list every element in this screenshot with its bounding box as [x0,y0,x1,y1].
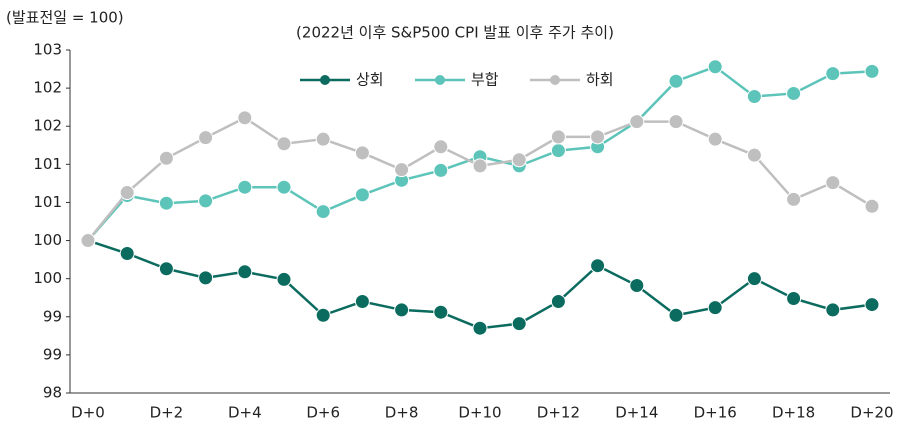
data-point [237,179,253,195]
x-tick-label: D+2 [150,404,184,422]
data-point [472,158,488,174]
data-point [394,162,410,178]
data-point [550,129,566,145]
data-point [354,187,370,203]
x-tick-label: D+20 [850,404,893,422]
x-tick-label: D+12 [537,404,580,422]
data-point [276,271,292,287]
data-point [158,195,174,211]
x-tick-label: D+6 [306,404,340,422]
data-point [864,63,880,79]
y-tick-label: 103 [33,41,62,59]
legend-label: 상회 [356,71,384,89]
y-tick-label: 102 [33,79,62,97]
data-point [746,147,762,163]
data-point [550,294,566,310]
data-point [119,246,135,262]
legend-marker [435,75,445,85]
data-point [394,302,410,318]
data-point [511,152,527,168]
y-tick-label: 101 [33,155,62,173]
data-point [786,85,802,101]
data-point [237,264,253,280]
data-point [864,198,880,214]
data-point [276,136,292,152]
legend-label: 부합 [471,71,499,89]
data-point [746,88,762,104]
data-point [198,130,214,146]
data-point [119,185,135,201]
data-point [237,110,253,126]
data-point [590,258,606,274]
data-point [550,143,566,159]
data-point [786,290,802,306]
data-point [158,261,174,277]
legend-marker [550,75,560,85]
x-tick-label: D+4 [228,404,262,422]
x-tick-label: D+0 [71,404,105,422]
y-axis-label: (발표전일 = 100) [6,9,124,27]
data-point [433,304,449,320]
data-point [707,131,723,147]
data-point [315,204,331,220]
legend-marker [320,75,330,85]
data-point [825,66,841,82]
y-tick-label: 102 [33,117,62,135]
data-point [707,59,723,75]
y-tick-label: 98 [43,384,62,402]
data-point [786,191,802,207]
data-point [668,114,684,130]
y-tick-label: 100 [33,269,62,287]
data-point [354,145,370,161]
chart-title: (2022년 이후 S&P500 CPI 발표 이후 주가 추이) [296,24,614,42]
data-point [864,297,880,313]
y-tick-label: 99 [43,345,62,363]
data-point [590,129,606,145]
data-point [80,233,96,249]
legend-label: 하회 [586,71,614,89]
data-point [746,271,762,287]
data-point [198,270,214,286]
x-tick-label: D+16 [694,404,737,422]
x-tick-label: D+8 [385,404,419,422]
data-point [629,114,645,130]
data-point [158,150,174,166]
data-point [511,316,527,332]
data-point [668,307,684,323]
data-point [433,162,449,178]
data-point [315,131,331,147]
x-tick-label: D+10 [458,404,501,422]
data-point [433,139,449,155]
data-point [354,294,370,310]
data-point [668,73,684,89]
data-point [472,320,488,336]
data-point [315,307,331,323]
x-tick-label: D+14 [615,404,658,422]
data-point [276,179,292,195]
data-point [707,300,723,316]
y-tick-label: 101 [33,193,62,211]
data-point [629,278,645,294]
data-point [825,175,841,191]
y-tick-label: 100 [33,231,62,249]
data-point [198,193,214,209]
data-point [825,302,841,318]
y-tick-label: 99 [43,307,62,325]
x-tick-label: D+18 [772,404,815,422]
